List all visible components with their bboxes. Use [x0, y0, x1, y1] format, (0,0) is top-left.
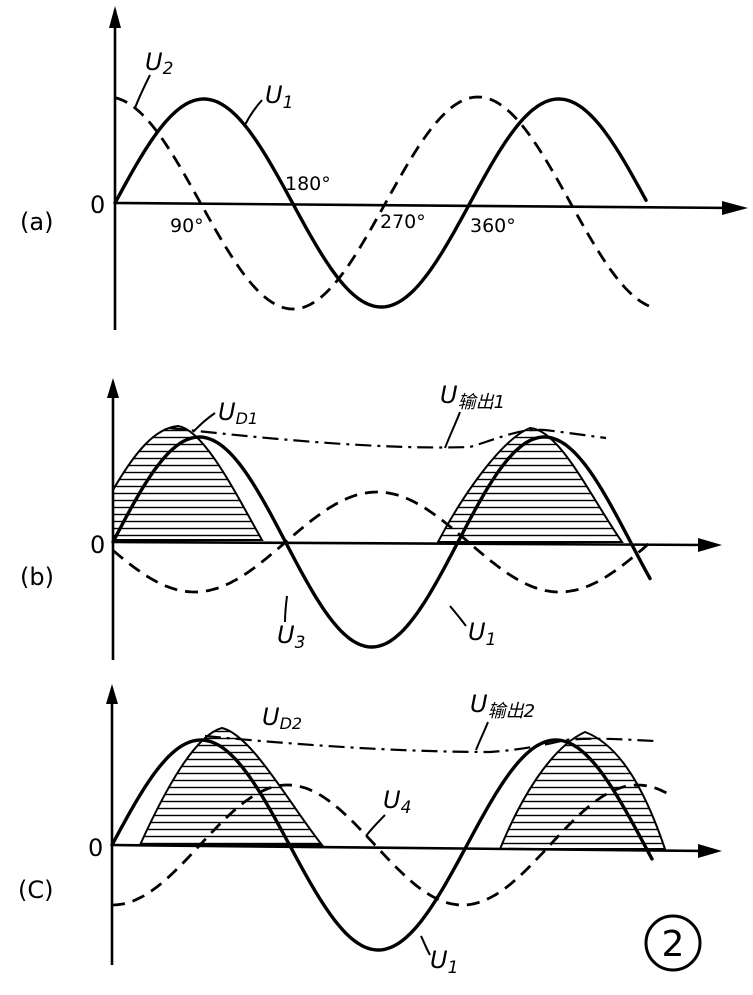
panel-c-label: (C) [18, 876, 53, 904]
angle-180-label: 180° [285, 173, 331, 195]
panel-c-u1-leader [420, 935, 431, 956]
panel-a-u2-curve [114, 95, 653, 311]
panel-b: (b) 0 UD1 U输出1 U3 U1 [20, 378, 722, 660]
figure-number: 2 [662, 924, 685, 965]
panel-a-zero: 0 [90, 191, 105, 219]
panel-b-output-curve [169, 426, 607, 449]
panel-b-label: (b) [20, 563, 54, 591]
panel-c-u1-label: U1 [430, 946, 458, 978]
panel-a-label: (a) [20, 208, 53, 236]
panel-c-u1-curve [110, 738, 654, 952]
panel-a-u1-leader [244, 99, 263, 126]
panel-c-u4-label: U4 [383, 786, 411, 818]
panel-b-x-axis [112, 540, 709, 547]
panel-b-ud1-label: UD1 [218, 398, 258, 428]
panel-a: (a) 0 U2 U1 90° 180° 270° 360° [20, 6, 748, 330]
panel-b-ud1-leader [192, 412, 216, 433]
panel-c-output-label: U输出2 [470, 690, 535, 722]
panel-b-u1-label: U1 [468, 618, 496, 650]
panel-b-hatch-1 [112, 424, 264, 541]
panel-c-y-arrow [106, 684, 118, 704]
panel-b-y-arrow [107, 378, 119, 398]
panel-a-x-arrow [722, 201, 748, 215]
panel-c: (C) 0 UD2 U输出2 U4 U1 [18, 684, 722, 978]
panel-c-output-curve [204, 734, 656, 754]
panel-a-y-arrow [109, 6, 121, 28]
panel-a-x-axis [114, 201, 736, 210]
panel-b-output-leader [444, 411, 461, 449]
panel-b-x-arrow [698, 538, 722, 552]
panel-c-hatch-1 [138, 726, 325, 846]
panel-c-u4-curve [111, 783, 671, 907]
panel-b-u3-label: U3 [277, 621, 305, 653]
panel-c-u4-leader [365, 814, 386, 837]
panel-b-hatch-2 [436, 426, 624, 543]
panel-c-output-leader [475, 721, 489, 751]
panel-b-zero: 0 [90, 531, 105, 559]
panel-c-x-arrow [698, 844, 722, 858]
panel-a-u2-label: U2 [145, 48, 173, 79]
angle-360-label: 360° [470, 215, 516, 237]
panel-b-u1-curve [111, 435, 652, 649]
panel-b-u1-leader [449, 605, 467, 627]
panel-a-u1-label: U1 [265, 81, 293, 113]
figure-number-circle [644, 914, 702, 972]
panel-a-u2-leader [134, 74, 151, 109]
panel-a-u1-curve [113, 97, 648, 309]
angle-270-label: 270° [380, 211, 426, 233]
angle-90-label: 90° [170, 215, 204, 237]
figure-number-badge: 2 [644, 914, 702, 972]
panel-c-zero: 0 [88, 834, 103, 862]
panel-b-u3-leader [284, 595, 288, 623]
panel-c-hatch-2 [498, 730, 667, 850]
panel-b-output-label: U输出1 [440, 381, 505, 413]
panel-c-ud2-label: UD2 [262, 703, 302, 733]
